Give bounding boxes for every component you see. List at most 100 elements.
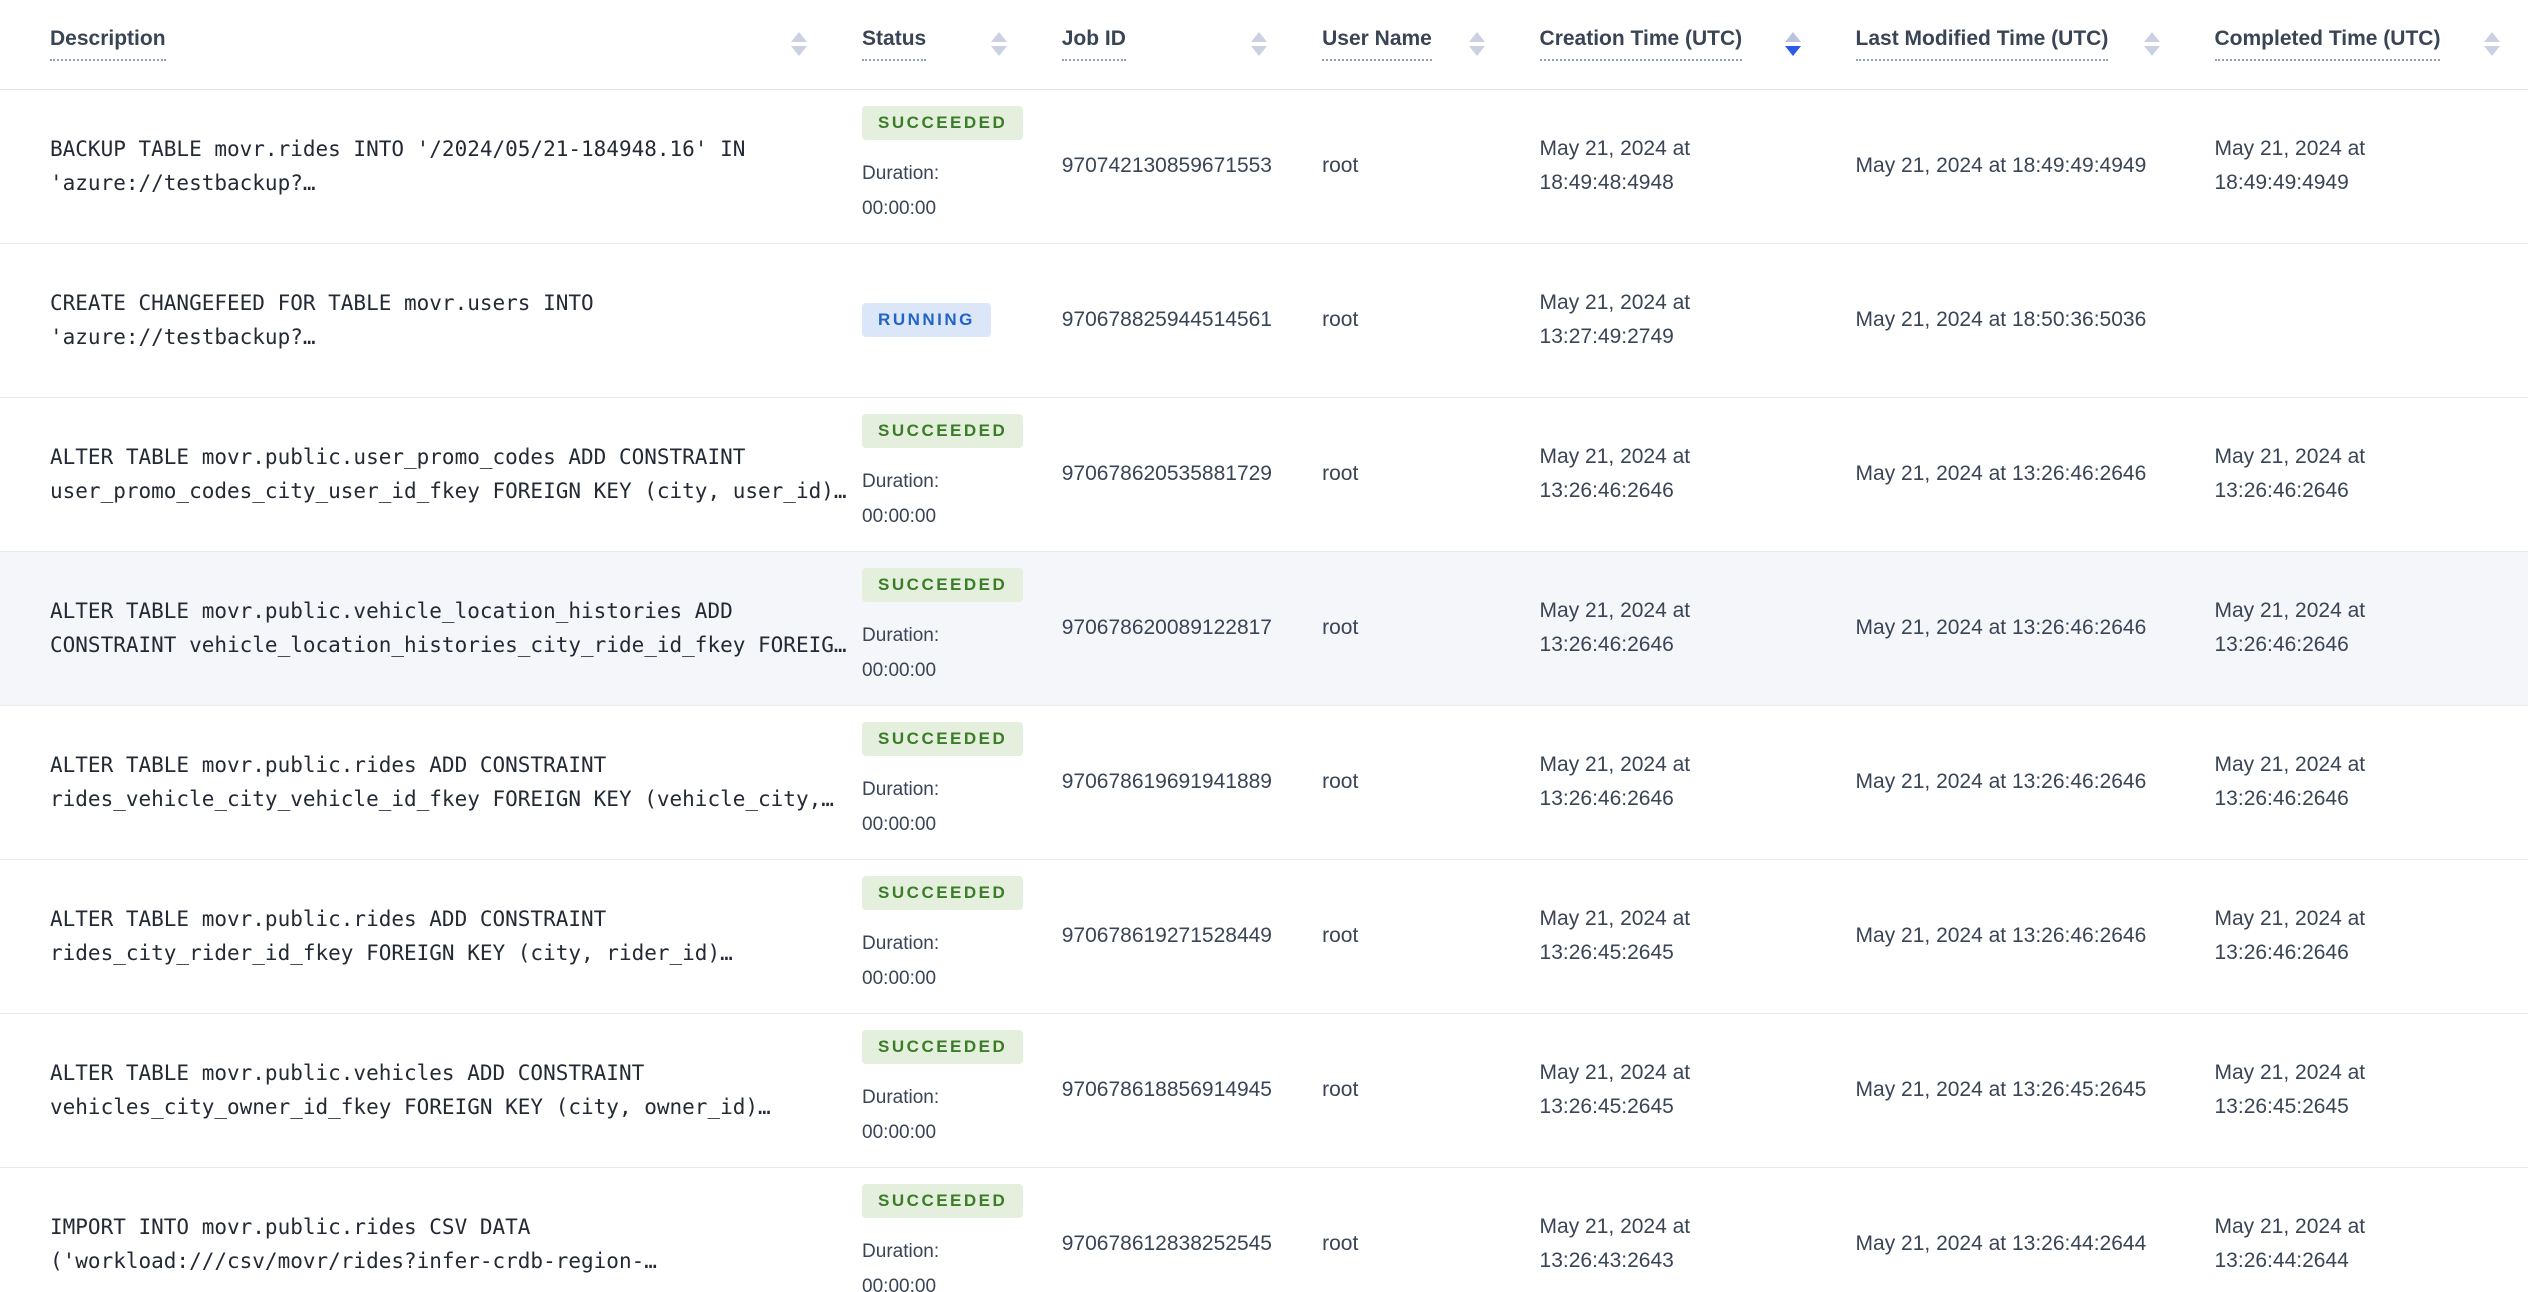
completed-time-cell: May 21, 2024 at 13:26:44:2644 [2214, 1167, 2528, 1292]
job-description-link[interactable]: ALTER TABLE movr.public.vehicle_location… [50, 599, 847, 657]
table-row[interactable]: IMPORT INTO movr.public.rides CSV DATA (… [0, 1167, 2528, 1292]
status-stack: SUCCEEDED Duration: 00:00:00 [862, 722, 1042, 842]
caret-down-icon [1251, 46, 1268, 57]
caret-up-icon [1251, 32, 1268, 43]
job-description-link[interactable]: ALTER TABLE movr.public.user_promo_codes… [50, 445, 847, 503]
caret-up-icon [2484, 32, 2500, 43]
caret-up-icon [2143, 32, 2160, 43]
last-modified-time-cell: May 21, 2024 at 18:49:49:4949 [1855, 89, 2215, 244]
column-header-description[interactable]: Description [0, 0, 863, 90]
column-header-job_id[interactable]: Job ID [1061, 0, 1323, 90]
creation-time: May 21, 2024 at 13:27:49:2749 [1539, 291, 1691, 348]
job-id: 970678612838252545 [1061, 1232, 1272, 1255]
duration-value: 00:00:00 [862, 506, 937, 527]
caret-down-icon [2143, 46, 2160, 57]
column-header-status[interactable]: Status [862, 0, 1062, 90]
job-id: 970678619271528449 [1061, 924, 1272, 947]
completed-time: May 21, 2024 at 13:26:46:2646 [2214, 445, 2366, 502]
user-name-cell: root [1322, 705, 1540, 860]
user-name-cell: root [1322, 551, 1540, 706]
table-row[interactable]: ALTER TABLE movr.public.rides ADD CONSTR… [0, 859, 2528, 1014]
user-name: root [1322, 308, 1359, 331]
last-modified-time-cell: May 21, 2024 at 13:26:46:2646 [1855, 705, 2215, 860]
sort-icon[interactable] [1251, 32, 1268, 57]
last-modified-time-cell: May 21, 2024 at 13:26:46:2646 [1855, 551, 2215, 706]
column-label: User Name [1322, 27, 1432, 62]
completed-time-cell: May 21, 2024 at 18:49:49:4949 [2214, 89, 2528, 244]
table-row[interactable]: BACKUP TABLE movr.rides INTO '/2024/05/2… [0, 89, 2528, 244]
sort-icon[interactable] [2484, 32, 2500, 57]
status-stack: SUCCEEDED Duration: 00:00:00 [862, 1030, 1042, 1150]
job-id: 970742130859671553 [1061, 154, 1272, 177]
sort-icon[interactable] [990, 32, 1007, 57]
description-cell: ALTER TABLE movr.public.vehicle_location… [0, 551, 863, 706]
caret-down-icon [2484, 46, 2500, 57]
user-name: root [1322, 770, 1359, 793]
job-description-link[interactable]: CREATE CHANGEFEED FOR TABLE movr.users I… [50, 291, 594, 349]
sort-icon[interactable] [1784, 32, 1801, 57]
caret-up-icon [1468, 32, 1485, 43]
completed-time-cell: May 21, 2024 at 13:26:46:2646 [2214, 705, 2528, 860]
user-name-cell: root [1322, 243, 1540, 398]
duration-value: 00:00:00 [862, 660, 937, 681]
duration-value: 00:00:00 [862, 968, 937, 989]
table-row[interactable]: CREATE CHANGEFEED FOR TABLE movr.users I… [0, 243, 2528, 398]
table-row[interactable]: ALTER TABLE movr.public.rides ADD CONSTR… [0, 705, 2528, 860]
user-name: root [1322, 616, 1359, 639]
creation-time-cell: May 21, 2024 at 18:49:48:4948 [1539, 89, 1856, 244]
status-cell: SUCCEEDED Duration: 00:00:00 [862, 1013, 1062, 1168]
table-row[interactable]: ALTER TABLE movr.public.vehicle_location… [0, 551, 2528, 706]
column-header-user_name[interactable]: User Name [1322, 0, 1540, 90]
column-header-completed_time[interactable]: Completed Time (UTC) [2214, 0, 2528, 90]
completed-time: May 21, 2024 at 13:26:45:2645 [2214, 1061, 2366, 1118]
completed-time-cell [2214, 243, 2528, 398]
user-name: root [1322, 1232, 1359, 1255]
status-badge: SUCCEEDED [862, 106, 1024, 140]
column-header-inner: Creation Time (UTC) [1539, 27, 1801, 62]
table-row[interactable]: ALTER TABLE movr.public.user_promo_codes… [0, 397, 2528, 552]
duration-label: Duration: [862, 1087, 940, 1108]
user-name: root [1322, 462, 1359, 485]
user-name: root [1322, 1078, 1359, 1101]
job-id: 970678825944514561 [1061, 308, 1272, 331]
job-description-link[interactable]: ALTER TABLE movr.public.vehicles ADD CON… [50, 1061, 771, 1119]
sort-icon[interactable] [2143, 32, 2160, 57]
job-description-link[interactable]: ALTER TABLE movr.public.rides ADD CONSTR… [50, 753, 834, 811]
column-header-inner: Status [862, 27, 1007, 62]
job-description-link[interactable]: IMPORT INTO movr.public.rides CSV DATA (… [50, 1215, 657, 1273]
job-description-link[interactable]: BACKUP TABLE movr.rides INTO '/2024/05/2… [50, 137, 746, 195]
last-modified-time: May 21, 2024 at 13:26:46:2646 [1855, 616, 2147, 639]
sort-icon[interactable] [791, 32, 808, 57]
description-cell: BACKUP TABLE movr.rides INTO '/2024/05/2… [0, 89, 863, 244]
duration-value: 00:00:00 [862, 1122, 937, 1143]
creation-time-cell: May 21, 2024 at 13:26:46:2646 [1539, 397, 1856, 552]
table-row[interactable]: ALTER TABLE movr.public.vehicles ADD CON… [0, 1013, 2528, 1168]
status-badge: SUCCEEDED [862, 1184, 1024, 1218]
creation-time-cell: May 21, 2024 at 13:26:45:2645 [1539, 859, 1856, 1014]
column-label: Last Modified Time (UTC) [1855, 27, 2109, 62]
creation-time-cell: May 21, 2024 at 13:26:45:2645 [1539, 1013, 1856, 1168]
last-modified-time: May 21, 2024 at 13:26:46:2646 [1855, 924, 2147, 947]
column-label: Status [862, 27, 927, 62]
completed-time: May 21, 2024 at 13:26:46:2646 [2214, 599, 2366, 656]
status-badge: RUNNING [862, 303, 991, 337]
creation-time-cell: May 21, 2024 at 13:26:43:2643 [1539, 1167, 1856, 1292]
duration-label: Duration: [862, 163, 940, 184]
column-header-inner: User Name [1322, 27, 1485, 62]
column-header-inner: Job ID [1061, 27, 1268, 62]
last-modified-time-cell: May 21, 2024 at 13:26:45:2645 [1855, 1013, 2215, 1168]
status-stack: SUCCEEDED Duration: 00:00:00 [862, 876, 1042, 996]
job-id-cell: 970678619691941889 [1061, 705, 1323, 860]
column-header-last_modified_time[interactable]: Last Modified Time (UTC) [1855, 0, 2215, 90]
caret-up-icon [1784, 32, 1801, 43]
sort-icon[interactable] [1468, 32, 1485, 57]
creation-time-cell: May 21, 2024 at 13:26:46:2646 [1539, 705, 1856, 860]
job-id-cell: 970678618856914945 [1061, 1013, 1323, 1168]
job-description-link[interactable]: ALTER TABLE movr.public.rides ADD CONSTR… [50, 907, 733, 965]
completed-time: May 21, 2024 at 13:26:44:2644 [2214, 1215, 2366, 1272]
completed-time-cell: May 21, 2024 at 13:26:46:2646 [2214, 859, 2528, 1014]
column-label: Completed Time (UTC) [2214, 27, 2441, 62]
column-header-creation_time[interactable]: Creation Time (UTC) [1539, 0, 1856, 90]
status-cell: SUCCEEDED Duration: 00:00:00 [862, 551, 1062, 706]
